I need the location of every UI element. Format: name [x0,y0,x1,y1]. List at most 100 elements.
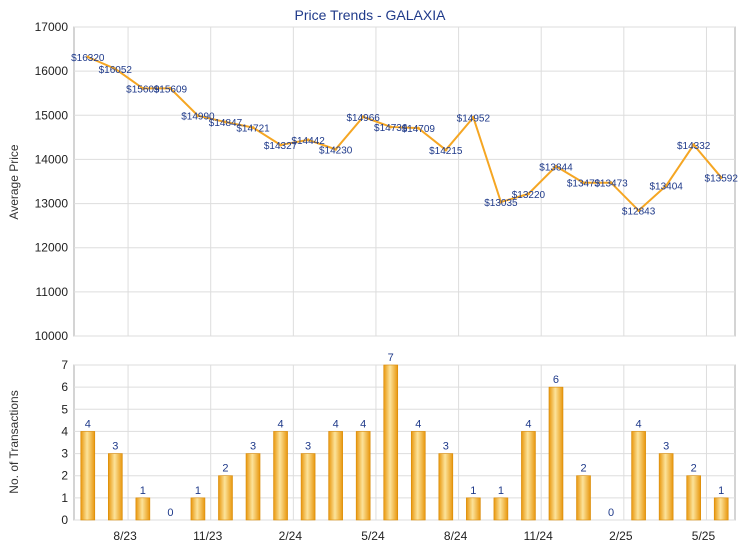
transactions-data-label: 1 [195,485,201,497]
price-point [141,86,145,90]
transactions-data-label: 6 [553,374,559,386]
transactions-data-label: 4 [333,418,339,430]
transactions-plot-area [73,364,736,521]
transactions-data-label: 4 [525,418,531,430]
price-point [444,148,448,152]
transactions-bar [438,453,454,521]
transactions-bar [218,475,233,521]
transactions-bar [658,453,674,521]
transactions-data-label: 4 [85,418,91,430]
price-point [664,184,668,188]
price-point [196,114,200,118]
price-y-tick-label: 15000 [35,108,69,122]
transactions-bar [108,453,123,521]
price-data-label: $14327 [264,141,298,152]
transactions-bar [548,386,564,521]
transactions-data-label: 4 [636,418,642,430]
transactions-bar [466,497,481,521]
transactions-data-label: 1 [470,485,476,497]
price-plot-area [73,26,736,337]
price-data-label: $12843 [622,207,656,218]
transactions-data-label: 1 [498,485,504,497]
transactions-bar [493,497,509,521]
transactions-data-label: 2 [691,463,697,475]
transactions-y-tick-label: 5 [61,402,68,416]
price-y-tick-label: 14000 [35,152,69,166]
transactions-bar [686,475,701,521]
transactions-data-label: 3 [305,441,311,453]
price-point [251,126,255,130]
x-tick-label: 2/24 [279,529,303,543]
x-tick-label: 11/24 [524,529,553,543]
price-point [223,120,227,124]
transactions-bar [355,431,371,521]
price-point [334,147,338,151]
transactions-bar [713,497,729,521]
price-y-tick-label: 11000 [36,285,69,299]
transactions-data-label: 3 [112,441,118,453]
y-axis-label-price: Average Price [7,144,21,219]
price-point [361,115,365,119]
transactions-data-label: 2 [580,463,586,475]
transactions-data-label: 3 [250,441,256,453]
price-data-label: $13844 [539,162,573,173]
price-point [416,126,420,130]
transactions-data-label: 4 [360,418,366,430]
price-point [499,200,503,204]
transactions-y-tick-label: 6 [61,380,68,394]
price-point [389,125,393,129]
transactions-data-label: 4 [278,418,284,430]
price-data-label: $16320 [71,53,105,64]
transactions-data-label: 4 [415,418,421,430]
price-y-tick-label: 10000 [35,329,69,343]
price-point [526,192,530,196]
price-data-label: $14847 [209,118,243,129]
price-y-tick-label: 13000 [35,197,69,211]
price-point [306,138,310,142]
transactions-y-tick-label: 7 [61,358,68,372]
price-point [554,164,558,168]
price-series-line [87,56,722,212]
price-point [471,115,475,119]
transactions-bar [80,431,96,521]
transactions-bar [410,431,426,521]
transactions-data-label: 3 [663,441,669,453]
price-point [582,181,586,185]
price-point [692,143,696,147]
price-point [168,86,172,90]
transactions-bar [631,431,646,521]
price-data-label: $14709 [402,124,436,135]
price-data-label: $14215 [429,146,463,157]
price-data-label: $13473 [567,179,601,190]
price-data-label: $14442 [291,136,325,147]
price-data-label: $13404 [649,182,683,193]
x-tick-label: 11/23 [193,529,222,543]
transactions-bar [576,475,591,521]
price-data-label: $13592 [705,173,739,184]
price-data-label: $15609 [154,84,188,95]
price-data-label: $15609 [126,84,160,95]
price-y-tick-label: 12000 [35,241,69,255]
price-point [279,143,283,147]
chart-title: Price Trends - GALAXIA [295,7,447,23]
price-point [609,181,613,185]
transactions-panel: 0 1 2 3 4 5 6 7 8/23 11/23 2/24 5/24 8/24 11/24 2/25 5/… [61,352,736,543]
price-data-label: $13220 [512,190,546,201]
price-point [637,209,641,213]
transactions-y-tick-label: 1 [61,491,68,505]
transactions-y-tick-label: 0 [61,513,68,527]
price-data-label: $14332 [677,141,711,152]
price-data-label: $13473 [594,179,628,190]
transactions-bar [245,453,261,521]
transactions-data-label: 3 [443,441,449,453]
price-data-label: $14721 [236,124,270,135]
transactions-bar [383,364,399,521]
transactions-data-label: 1 [140,485,146,497]
price-data-label: $14230 [319,145,353,156]
price-data-label: $14952 [457,113,491,124]
price-y-tick-label: 16000 [35,64,69,78]
x-tick-label: 8/24 [444,529,468,543]
price-point [719,175,723,179]
x-tick-label: 5/24 [361,529,385,543]
